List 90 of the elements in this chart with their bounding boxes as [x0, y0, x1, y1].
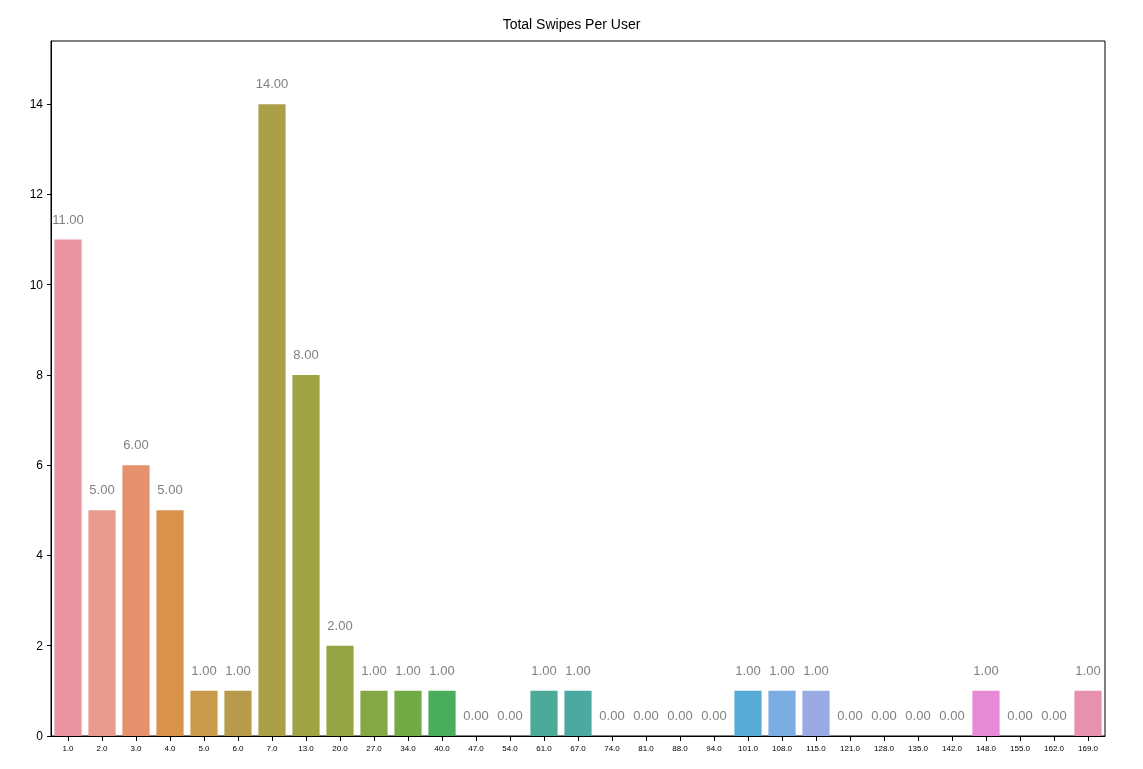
x-tick-label: 6.0: [232, 743, 245, 753]
bar: [156, 510, 184, 736]
data-label: 1.00: [735, 662, 761, 678]
data-label: 1.00: [769, 662, 795, 678]
x-tick-label: 128.0: [873, 743, 895, 753]
data-label: 0.00: [633, 708, 659, 723]
data-label: 5.00: [89, 482, 115, 498]
x-tick-label: 61.0: [536, 743, 553, 753]
data-label: 1.00: [225, 662, 251, 678]
x-tick-label: 3.0: [130, 743, 143, 753]
data-label: 5.00: [157, 482, 183, 498]
data-label: 1.00: [429, 662, 455, 678]
data-label: 1.00: [361, 662, 387, 678]
x-tick-label: 162.0: [1043, 743, 1065, 753]
x-tick-label: 169.0: [1077, 743, 1099, 753]
data-label: 0.00: [599, 708, 625, 723]
bar: [360, 690, 388, 736]
x-tick-label: 115.0: [806, 743, 827, 753]
data-label: 0.00: [1041, 708, 1067, 723]
x-tick-label: 47.0: [468, 743, 485, 753]
x-tick-label: 4.0: [164, 743, 177, 753]
bar: [768, 690, 796, 736]
data-label: 0.00: [939, 708, 965, 723]
data-label: 1.00: [565, 662, 591, 678]
x-tick-label: 1.0: [62, 743, 75, 753]
x-tick-label: 142.0: [941, 743, 963, 753]
bar: [428, 690, 456, 736]
x-tick-label: 54.0: [502, 743, 519, 753]
data-label: 0.00: [497, 708, 523, 723]
x-tick-label: 40.0: [434, 743, 451, 753]
chart-title: Total Swipes Per User: [502, 16, 641, 32]
data-label: 0.00: [463, 708, 489, 723]
data-label: 0.00: [905, 708, 931, 723]
bar: [564, 690, 592, 736]
bar: [190, 690, 218, 736]
x-tick-label: 5.0: [198, 743, 211, 753]
bar: [1074, 690, 1102, 736]
x-tick-label: 155.0: [1009, 743, 1031, 753]
data-label: 1.00: [803, 662, 829, 678]
data-label: 0.00: [701, 708, 727, 723]
data-label: 0.00: [1007, 708, 1033, 723]
x-tick-label: 121.0: [839, 743, 861, 753]
data-label: 0.00: [667, 708, 693, 723]
y-tick-label: 0: [36, 729, 44, 743]
bar: [292, 374, 320, 736]
x-tick-label: 135.0: [907, 743, 929, 753]
x-tick-label: 20.0: [332, 743, 349, 753]
x-tick-label: 88.0: [672, 743, 689, 753]
bar: [394, 690, 422, 736]
x-tick-label: 148.0: [975, 743, 997, 753]
x-tick-label: 67.0: [570, 743, 587, 753]
bar: [530, 690, 558, 736]
x-tick-label: 27.0: [366, 743, 383, 753]
x-tick-label: 74.0: [604, 743, 621, 753]
x-tick-label: 81.0: [638, 743, 655, 753]
bar: [258, 104, 286, 736]
x-tick-label: 108.0: [771, 743, 793, 753]
data-label: 1.00: [191, 662, 217, 678]
data-label: 8.00: [293, 346, 319, 362]
x-tick-label: 2.0: [96, 743, 109, 753]
data-label: 1.00: [395, 662, 421, 678]
data-label: 14.00: [255, 76, 289, 92]
bar: [54, 239, 82, 736]
y-tick-label: 4: [36, 548, 44, 563]
data-label: 0.00: [837, 708, 863, 723]
data-label: 2.00: [327, 617, 353, 633]
x-tick-label: 94.0: [706, 743, 723, 753]
x-tick-label: 13.0: [298, 743, 315, 753]
x-tick-label: 7.0: [266, 743, 279, 753]
data-label: 1.00: [531, 662, 557, 678]
bar: [734, 690, 762, 736]
data-label: 6.00: [123, 437, 149, 453]
y-tick-label: 6: [36, 458, 44, 473]
bar: [122, 465, 150, 736]
bar: [972, 690, 1000, 736]
bar: [224, 690, 252, 736]
data-label: 0.00: [871, 708, 897, 723]
bar: [802, 690, 830, 736]
data-label: 1.00: [973, 662, 999, 678]
y-tick-label: 14: [29, 97, 44, 112]
y-tick-label: 12: [29, 187, 44, 202]
y-tick-label: 10: [29, 277, 44, 292]
bar: [88, 510, 116, 736]
x-tick-label: 34.0: [400, 743, 417, 753]
y-tick-label: 2: [36, 638, 44, 653]
x-tick-label: 101.0: [737, 743, 759, 753]
data-label: 1.00: [1075, 662, 1101, 678]
bar: [326, 645, 354, 736]
data-label: 11.00: [52, 211, 84, 227]
y-tick-label: 8: [36, 367, 44, 382]
